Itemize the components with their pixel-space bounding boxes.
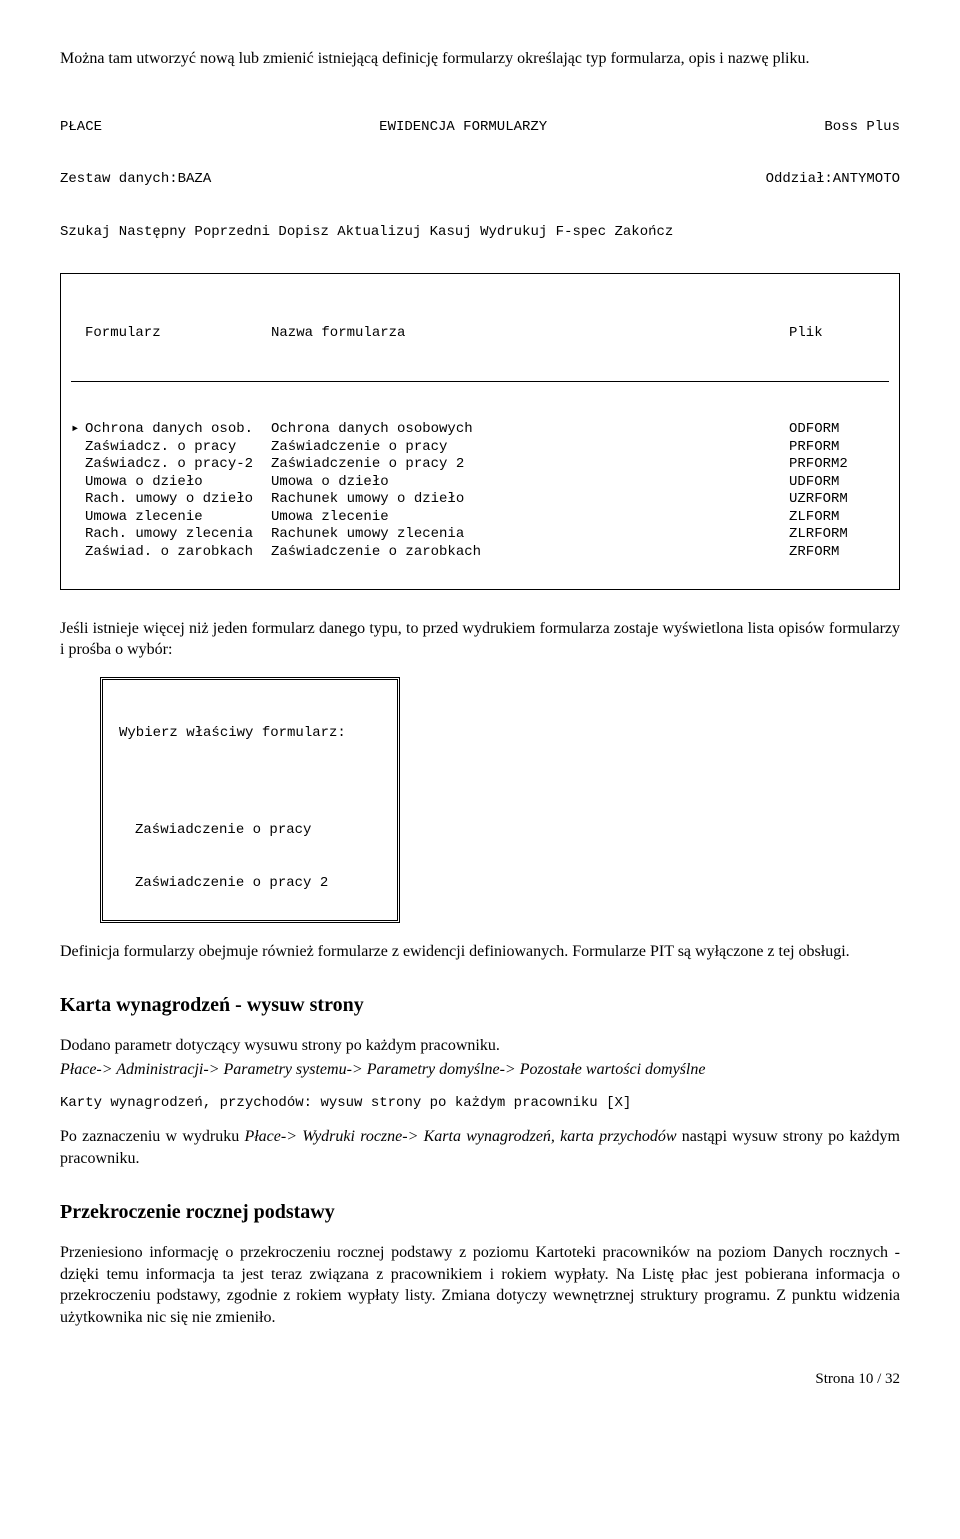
table-row[interactable]: Rach. umowy zlecenia Rachunek umowy zlece… (71, 526, 889, 544)
table-rule (71, 381, 889, 382)
cell-nazwa: Zaświadczenie o zarobkach (271, 544, 789, 562)
menu-line: Szukaj Następny Poprzedni Dopisz Aktuali… (60, 224, 900, 242)
cell-nazwa: Umowa zlecenie (271, 509, 789, 527)
cell-formularz: Umowa zlecenie (85, 509, 203, 525)
hdr-left: PŁACE (60, 119, 102, 137)
hdr-right: Boss Plus (824, 119, 900, 137)
sec1-p1: Dodano parametr dotyczący wysuwu strony … (60, 1035, 900, 1057)
cell-formularz: Rach. umowy zlecenia (85, 526, 253, 542)
cell-plik: PRFORM2 (789, 456, 889, 474)
table-row[interactable]: Zaświadcz. o pracy Zaświadczenie o pracyP… (71, 439, 889, 457)
page-number: Strona 10 / 32 (60, 1369, 900, 1389)
terminal-header: PŁACE EWIDENCJA FORMULARZY Boss Plus Zes… (60, 84, 900, 259)
table-row[interactable]: Rach. umowy o dzieło Rachunek umowy o dzi… (71, 491, 889, 509)
cell-plik: UDFORM (789, 474, 889, 492)
cell-nazwa: Umowa o dzieło (271, 474, 789, 492)
cell-nazwa: Ochrona danych osobowych (271, 421, 789, 439)
col-header-3: Plik (789, 325, 889, 343)
select-dialog: Wybierz właściwy formularz: Zaświadczeni… (100, 677, 400, 923)
table-body: ▸Ochrona danych osob. Ochrona danych osob… (71, 421, 889, 561)
cell-plik: ZRFORM (789, 544, 889, 562)
cell-plik: ZLRFORM (789, 526, 889, 544)
cell-nazwa: Zaświadczenie o pracy (271, 439, 789, 457)
sec1-p3a: Po zaznaczeniu w wydruku (60, 1128, 244, 1145)
row-pointer-icon (71, 491, 85, 509)
intro-paragraph: Można tam utworzyć nową lub zmienić istn… (60, 48, 900, 70)
middle-paragraph: Jeśli istnieje więcej niż jeden formular… (60, 618, 900, 661)
cell-nazwa: Rachunek umowy o dzieło (271, 491, 789, 509)
cell-plik: UZRFORM (789, 491, 889, 509)
table-row[interactable]: Zaświadcz. o pracy-2 Zaświadczenie o prac… (71, 456, 889, 474)
table-row[interactable]: Umowa o dziełoUmowa o dziełoUDFORM (71, 474, 889, 492)
section-2-heading: Przekroczenie rocznej podstawy (60, 1199, 900, 1226)
cell-nazwa: Rachunek umowy zlecenia (271, 526, 789, 544)
sec1-mono-line: Karty wynagrodzeń, przychodów: wysuw str… (60, 1095, 900, 1113)
dialog-option-2[interactable]: Zaświadczenie o pracy 2 (119, 875, 381, 893)
col-header-2: Nazwa formularza (271, 325, 789, 343)
sec1-p2-path: Płace-> Administracji-> Parametry system… (60, 1059, 900, 1081)
cell-formularz: Umowa o dzieło (85, 474, 203, 490)
row-pointer-icon (71, 509, 85, 527)
row-pointer-icon (71, 456, 85, 474)
section-1-heading: Karta wynagrodzeń - wysuw strony (60, 992, 900, 1019)
sec1-p3: Po zaznaczeniu w wydruku Płace-> Wydruki… (60, 1126, 900, 1169)
row-pointer-icon (71, 474, 85, 492)
cell-formularz: Zaświadcz. o pracy-2 (85, 456, 253, 472)
cell-plik: ZLFORM (789, 509, 889, 527)
cell-formularz: Zaświadcz. o pracy (85, 439, 236, 455)
table-row[interactable]: Zaświad. o zarobkach Zaświadczenie o zaro… (71, 544, 889, 562)
hdr-center: EWIDENCJA FORMULARZY (379, 119, 547, 137)
table-row[interactable]: Umowa zlecenieUmowa zlecenieZLFORM (71, 509, 889, 527)
sec1-p3b: Płace-> Wydruki roczne-> Karta wynagrodz… (244, 1128, 676, 1145)
hdr2-left: Zestaw danych:BAZA (60, 171, 211, 189)
cell-formularz: Rach. umowy o dzieło (85, 491, 253, 507)
hdr2-right: Oddział:ANTYMOTO (766, 171, 900, 189)
cell-nazwa: Zaświadczenie o pracy 2 (271, 456, 789, 474)
table-row[interactable]: ▸Ochrona danych osob. Ochrona danych osob… (71, 421, 889, 439)
row-pointer-icon: ▸ (71, 421, 85, 439)
row-pointer-icon (71, 526, 85, 544)
col-header-1: Formularz (85, 325, 161, 341)
sec2-p1: Przeniesiono informację o przekroczeniu … (60, 1242, 900, 1328)
dialog-option-1[interactable]: Zaświadczenie o pracy (119, 822, 381, 840)
row-pointer-icon (71, 544, 85, 562)
cell-formularz: Ochrona danych osob. (85, 421, 253, 437)
table-header-row: Formularz Nazwa formularza Plik (71, 325, 889, 343)
dialog-title: Wybierz właściwy formularz: (119, 725, 381, 743)
cell-plik: PRFORM (789, 439, 889, 457)
after-dialog-paragraph: Definicja formularzy obejmuje również fo… (60, 941, 900, 963)
cell-formularz: Zaświad. o zarobkach (85, 544, 253, 560)
cell-plik: ODFORM (789, 421, 889, 439)
row-pointer-icon (71, 439, 85, 457)
terminal-box: Formularz Nazwa formularza Plik ▸Ochrona… (60, 273, 900, 590)
